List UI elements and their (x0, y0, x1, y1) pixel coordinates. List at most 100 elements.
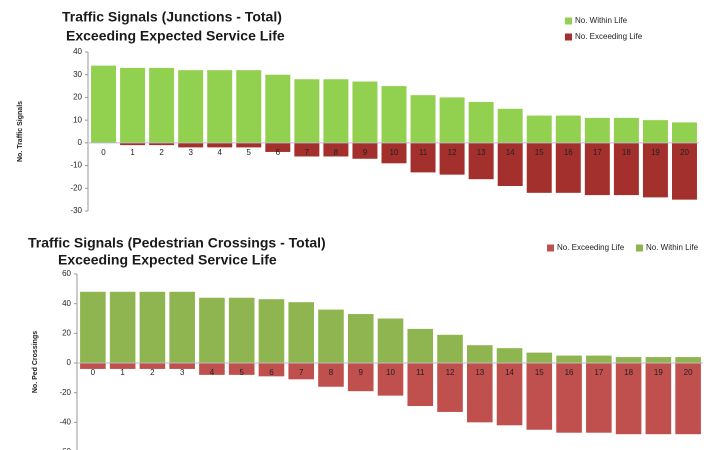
bar (497, 108, 523, 143)
x-tick-label: 17 (593, 148, 602, 157)
y-axis-title: No. Ped Crossings (32, 331, 39, 393)
bar (468, 142, 494, 180)
bar (323, 79, 349, 143)
x-tick-label: 7 (299, 368, 304, 377)
chart-title: Traffic Signals (Pedestrian Crossings - … (28, 235, 326, 251)
x-tick-label: 8 (334, 148, 339, 157)
y-axis-title: No. Traffic Signals (17, 101, 24, 162)
bar (645, 357, 672, 363)
bar (410, 95, 436, 143)
bar (109, 363, 136, 369)
bar (149, 142, 175, 146)
bar (496, 348, 523, 363)
bar (139, 363, 166, 369)
bar (91, 65, 117, 143)
bar (169, 363, 195, 369)
x-tick-label: 12 (448, 148, 457, 157)
x-tick-label: 18 (624, 368, 633, 377)
x-tick-label: 15 (535, 368, 544, 377)
bar (642, 142, 668, 198)
x-tick-label: 2 (159, 148, 164, 157)
bar (407, 328, 434, 363)
bar (265, 74, 291, 143)
bar (586, 363, 612, 433)
bar (584, 117, 610, 143)
bar (377, 363, 404, 396)
y-tick-label: 60 (62, 269, 71, 278)
y-tick-label: 10 (73, 115, 82, 124)
bar (236, 70, 262, 143)
x-tick-label: 0 (101, 148, 106, 157)
y-tick-label: 0 (67, 358, 72, 367)
y-tick-label: -20 (59, 388, 71, 397)
x-tick-label: 3 (188, 148, 193, 157)
bar (497, 142, 523, 187)
bar (228, 363, 255, 375)
bar (199, 297, 225, 363)
x-tick-label: 14 (506, 148, 515, 157)
x-tick-label: 9 (363, 148, 368, 157)
bar (139, 291, 166, 363)
bar (178, 70, 204, 143)
bar (586, 355, 612, 363)
bar (642, 120, 668, 143)
x-tick-label: 2 (150, 368, 155, 377)
x-tick-label: 10 (390, 148, 399, 157)
x-tick-label: 10 (386, 368, 395, 377)
chart-subtitle: Exceeding Expected Service Life (58, 252, 277, 268)
x-tick-label: 16 (564, 148, 573, 157)
legend-label: No. Exceeding Life (557, 243, 625, 252)
legend-label: No. Exceeding Life (575, 32, 643, 41)
bar (556, 363, 582, 433)
bar (258, 299, 285, 363)
bar (207, 70, 233, 143)
bar (437, 363, 463, 412)
bar (466, 345, 493, 363)
y-tick-label: 40 (73, 47, 82, 56)
x-tick-label: 6 (269, 368, 274, 377)
bar (80, 291, 106, 363)
x-tick-label: 19 (651, 148, 660, 157)
x-tick-label: 20 (680, 148, 689, 157)
y-tick-label: 20 (62, 328, 71, 337)
x-tick-label: 20 (684, 368, 693, 377)
x-tick-label: 4 (217, 148, 222, 157)
bar (120, 67, 146, 143)
bar (615, 363, 642, 435)
bar (178, 142, 204, 148)
bar (381, 86, 407, 143)
x-tick-label: 7 (305, 148, 310, 157)
x-tick-label: 11 (416, 368, 425, 377)
x-tick-label: 14 (505, 368, 514, 377)
y-tick-label: 0 (78, 138, 83, 147)
bar (207, 142, 233, 148)
y-tick-label: -60 (59, 447, 71, 450)
bar (439, 97, 465, 143)
x-tick-label: 1 (130, 148, 135, 157)
bar (169, 291, 195, 363)
bar (120, 142, 146, 146)
bar (228, 297, 255, 363)
bar (236, 142, 262, 148)
x-tick-label: 13 (475, 368, 484, 377)
y-tick-label: 20 (73, 93, 82, 102)
chart-subtitle: Exceeding Expected Service Life (66, 28, 285, 44)
x-tick-label: 9 (359, 368, 364, 377)
bar (347, 363, 374, 392)
bar (675, 357, 701, 363)
bar (526, 363, 553, 430)
bar (468, 101, 494, 143)
bar (80, 363, 106, 369)
legend-swatch (547, 244, 554, 252)
legend-swatch (636, 244, 643, 252)
x-tick-label: 8 (329, 368, 334, 377)
y-tick-label: 30 (73, 70, 82, 79)
bar (645, 363, 672, 435)
x-tick-label: 5 (239, 368, 244, 377)
bar (109, 291, 136, 363)
x-tick-label: 17 (594, 368, 603, 377)
bar (199, 363, 225, 375)
bar (318, 309, 344, 363)
bar (318, 363, 344, 387)
